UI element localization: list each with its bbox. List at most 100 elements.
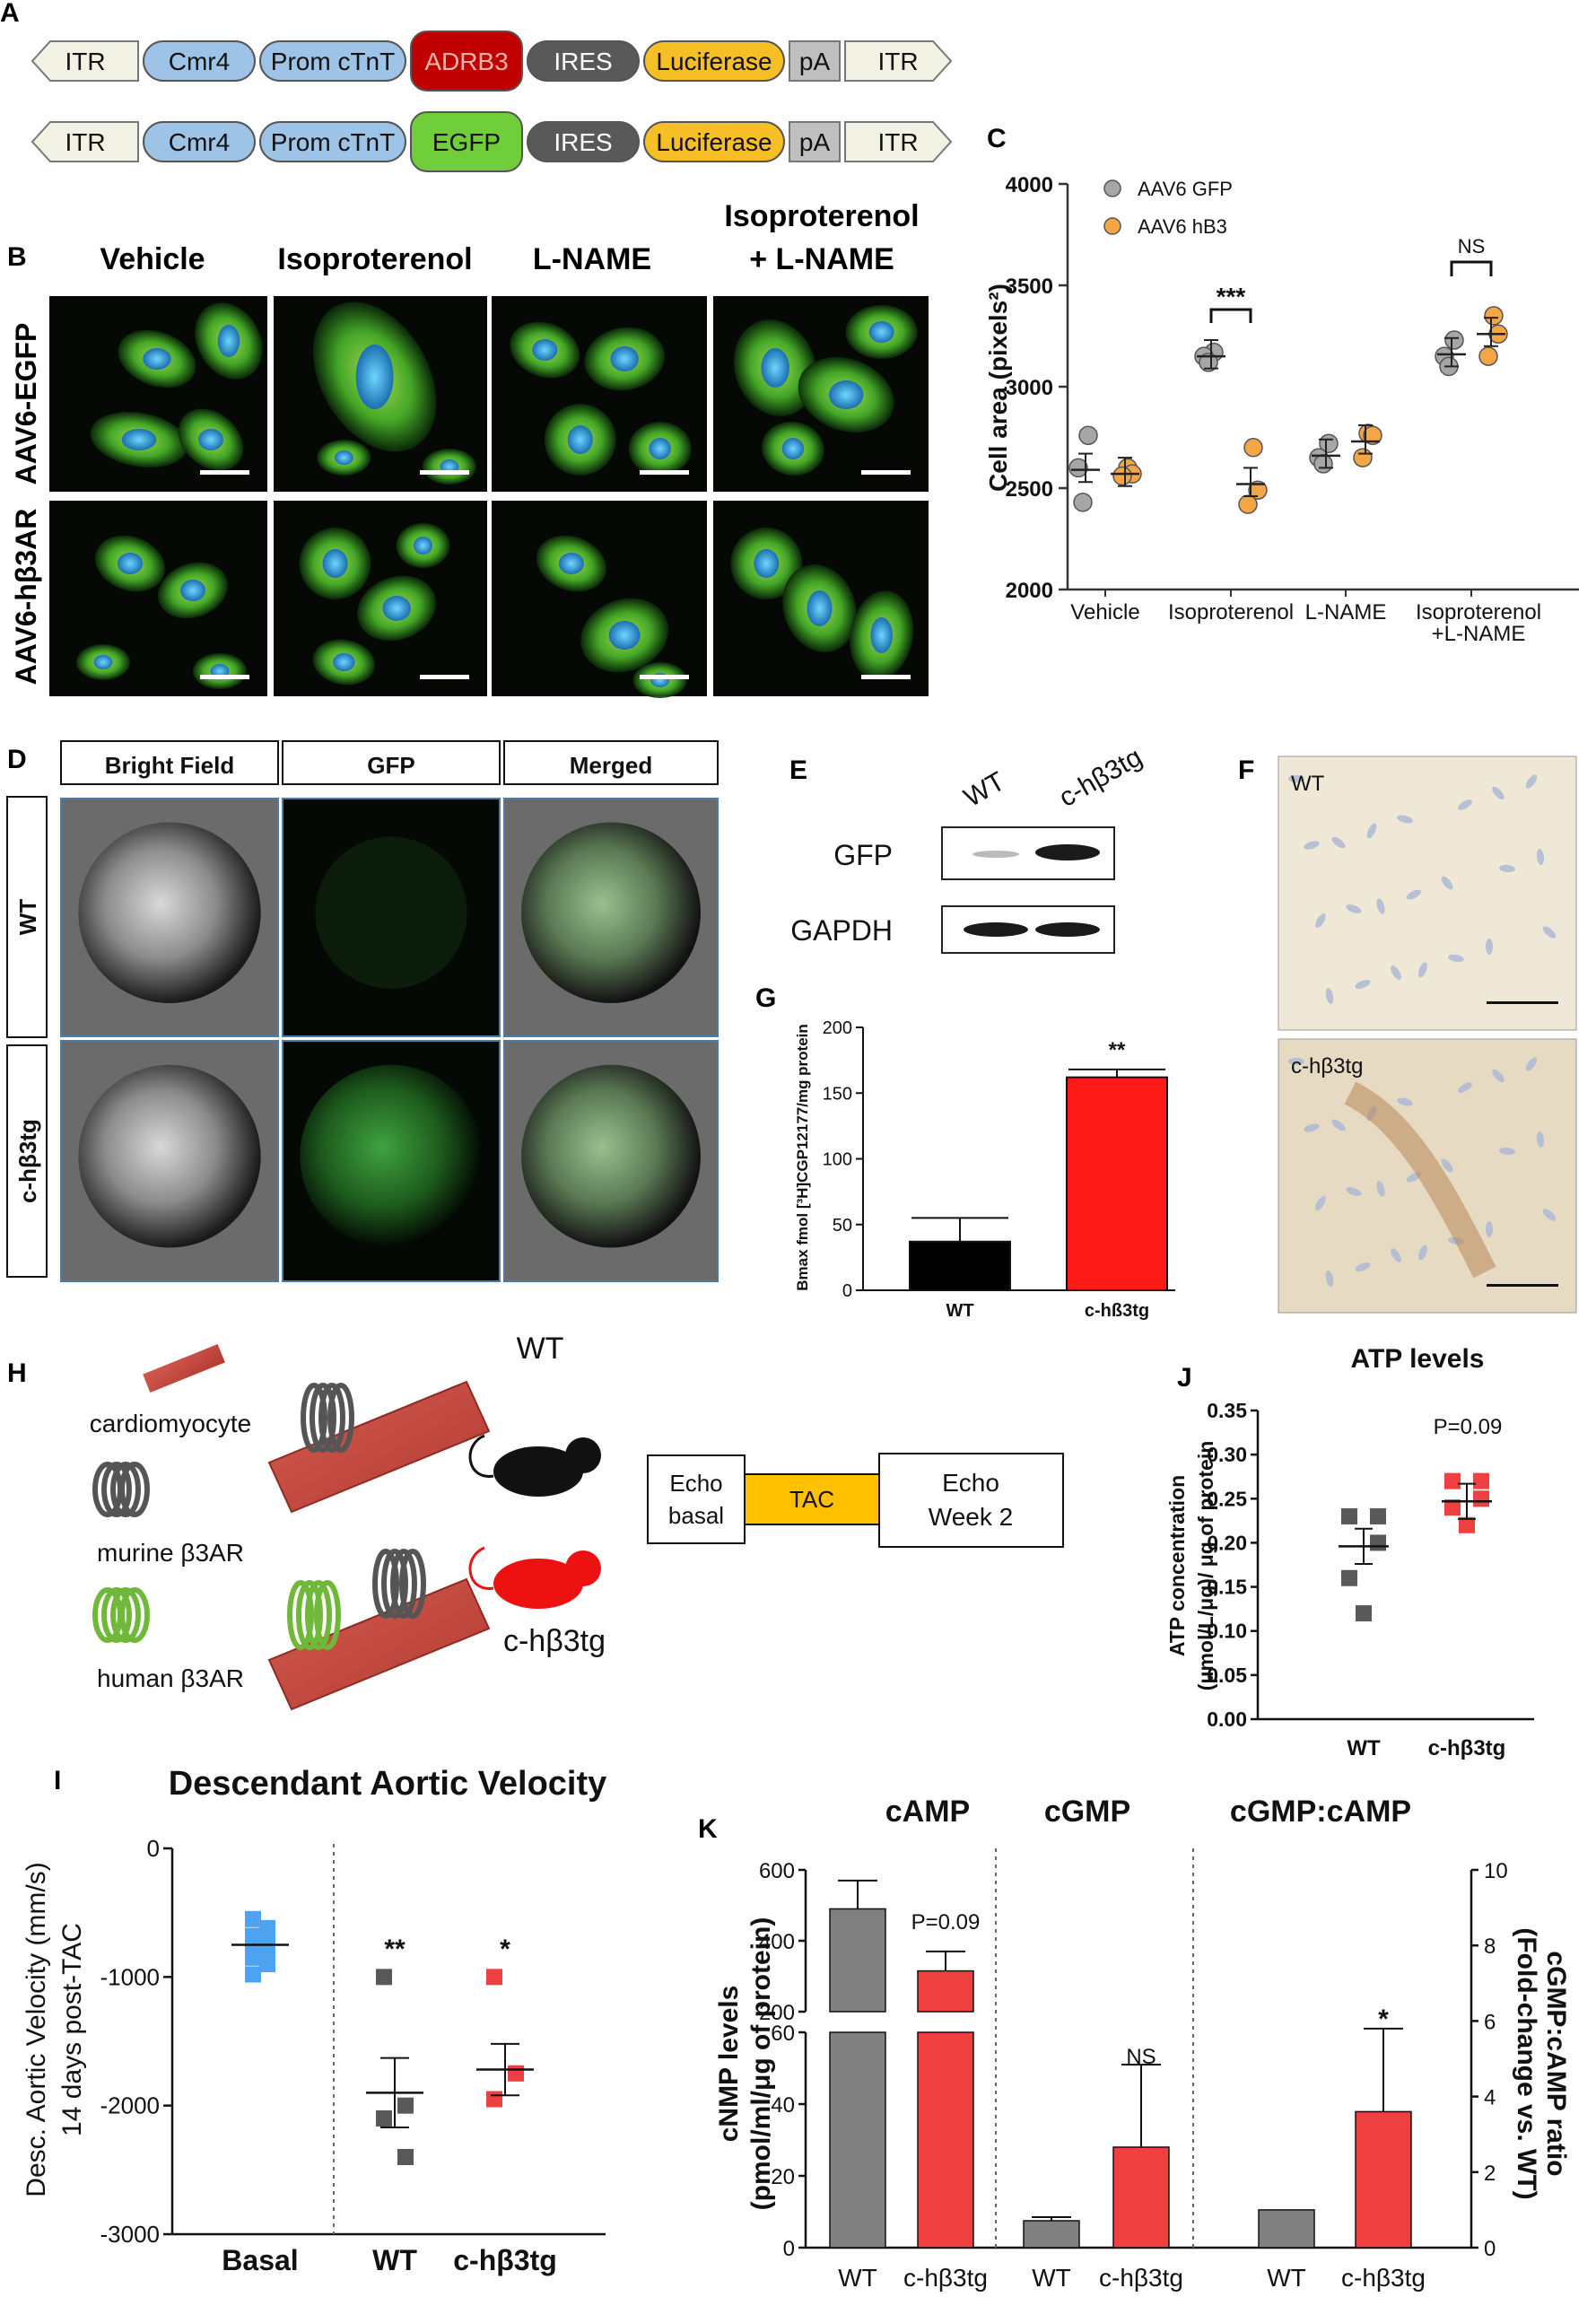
d-header-merged: Merged	[570, 752, 652, 779]
k-ytick-label-right: 0	[1484, 2237, 1496, 2261]
c-bracket-iso	[1209, 308, 1252, 323]
panel-label-h: H	[7, 1358, 27, 1388]
j-ytick-label: 0.25	[1207, 1487, 1247, 1510]
c-point	[1243, 438, 1263, 458]
i-point	[245, 1910, 261, 1927]
c-point	[1073, 493, 1093, 512]
cell-nucleus	[93, 655, 113, 669]
k-cgmp-bar	[1023, 2220, 1080, 2249]
j-ytick-label: 0.15	[1207, 1576, 1247, 1599]
panel-label-j: J	[1177, 1363, 1192, 1393]
c-point	[1112, 466, 1132, 486]
cell-nucleus	[754, 549, 780, 578]
c-y-label: Cell area (pixels²)	[984, 284, 1012, 492]
h-cell-tg-receptor-human	[287, 1580, 314, 1650]
f-label-tg: c-hβ3tg	[1291, 1054, 1364, 1079]
i-point	[245, 1949, 261, 1966]
c-annot-iso: ***	[1217, 283, 1246, 310]
f-nucleus	[1492, 786, 1504, 800]
h-human-receptor-coil	[119, 1587, 150, 1643]
g-y-label: Bmax fmol [³H]CGP12177/mg protein	[794, 1024, 811, 1291]
scale-bar	[861, 470, 911, 475]
c-point	[1238, 494, 1258, 514]
j-point	[1370, 1534, 1386, 1551]
cnmp-bar-chart: cAMP cGMP cGMP:cAMP20040060002040600246810…	[714, 1795, 1571, 2292]
construct-2-prom-ctnt	[259, 121, 406, 162]
j-point	[1356, 1605, 1372, 1622]
e-band-gfp-wt	[972, 851, 1019, 858]
c-point	[1353, 448, 1373, 467]
construct-2-pa-label: pA	[799, 128, 831, 156]
c-point	[1313, 454, 1333, 474]
d-heart-shape	[78, 822, 261, 1003]
h-cardiomyocyte-icon	[143, 1343, 225, 1393]
g-bar-tg	[1066, 1076, 1168, 1292]
j-point	[1444, 1472, 1461, 1489]
f-nucleus	[1485, 939, 1494, 955]
d-row-box-tg	[6, 1044, 48, 1278]
g-xtick-label: c-hß3tg	[1085, 1301, 1149, 1321]
f-nucleus	[1288, 1058, 1304, 1065]
construct-2-egfp-label: EGFP	[432, 128, 501, 156]
h-cell-tg-receptor-human	[296, 1580, 323, 1650]
cell-nucleus	[649, 438, 671, 459]
d-header-box	[282, 740, 501, 785]
f-nucleus	[1331, 836, 1346, 849]
construct-2-cmr4-label: Cmr4	[169, 128, 230, 156]
f-nucleus	[1304, 1123, 1320, 1132]
c-xtick-label: Isoproterenol	[1168, 600, 1294, 624]
scale-bar	[640, 675, 689, 679]
cell-nucleus	[382, 596, 411, 621]
construct-2-itr	[844, 121, 953, 162]
f-label-wt: WT	[1291, 772, 1325, 796]
heart-imaging-grid: Bright Field GFP Merged WT c-hβ3tg	[6, 740, 719, 1282]
i-point	[376, 2110, 392, 2127]
d-heart-shape	[315, 836, 467, 989]
k-ytick-label-lower: 60	[771, 2022, 795, 2046]
f-nucleus	[1485, 1221, 1494, 1237]
g-ytick-label: 0	[842, 1281, 852, 1301]
f-nucleus	[1376, 1181, 1385, 1197]
k-y-label-left-2: (pmol/ml/μg of protein)	[746, 1917, 776, 2211]
panel-label-c: C	[987, 124, 1007, 153]
scale-bar	[640, 470, 689, 475]
i-point	[486, 1969, 502, 1986]
h-cell-tg-receptor-human	[305, 1580, 332, 1650]
f-nucleus	[1346, 904, 1362, 913]
construct-1-prom-ctnt-label: Prom cTnT	[271, 48, 395, 75]
h-mouse-label-tg: c-hβ3tg	[503, 1624, 606, 1658]
construct-2-ires	[527, 121, 640, 162]
c-xtick-label: +L-NAME	[1432, 622, 1526, 646]
k-ratio-bar	[1355, 2110, 1412, 2249]
d-header-gfp: GFP	[367, 752, 414, 779]
e-band-gapdh-tg	[1035, 922, 1100, 937]
i-point	[397, 2097, 414, 2114]
scale-bar	[200, 470, 249, 475]
h-cell-wt-receptor	[301, 1383, 327, 1453]
d-row-box-wt	[6, 796, 48, 1038]
cell-nucleus	[322, 549, 348, 578]
k-camp-bar-upper	[829, 1908, 886, 2013]
construct-1-prom-ctnt	[259, 40, 406, 82]
i-annotation: *	[500, 1935, 510, 1964]
cell-nucleus	[608, 621, 641, 650]
k-xtick-label-ratio: c-hβ3tg	[1341, 2264, 1426, 2292]
scale-bar	[861, 675, 911, 679]
k-ytick-label-right: 4	[1484, 2086, 1496, 2110]
f-nucleus	[1418, 1245, 1427, 1261]
b-header-lname: L-NAME	[533, 242, 651, 276]
f-nucleus	[1448, 954, 1464, 963]
f-nucleus	[1376, 898, 1385, 914]
j-annotation: P=0.09	[1434, 1415, 1503, 1439]
f-nucleus	[1536, 849, 1545, 865]
j-title: ATP levels	[1351, 1344, 1485, 1374]
h-label-murine: murine β3AR	[97, 1539, 244, 1567]
h-cell-tg-receptor-murine	[372, 1549, 399, 1619]
e-band-gapdh-wt	[964, 922, 1028, 937]
h-cell-wt-receptor	[318, 1383, 345, 1453]
f-nucleus	[1366, 823, 1377, 839]
e-row-gapdh: GAPDH	[790, 914, 893, 947]
construct-1-adrb3-label: ADRB3	[424, 48, 508, 75]
c-point	[1068, 458, 1088, 478]
